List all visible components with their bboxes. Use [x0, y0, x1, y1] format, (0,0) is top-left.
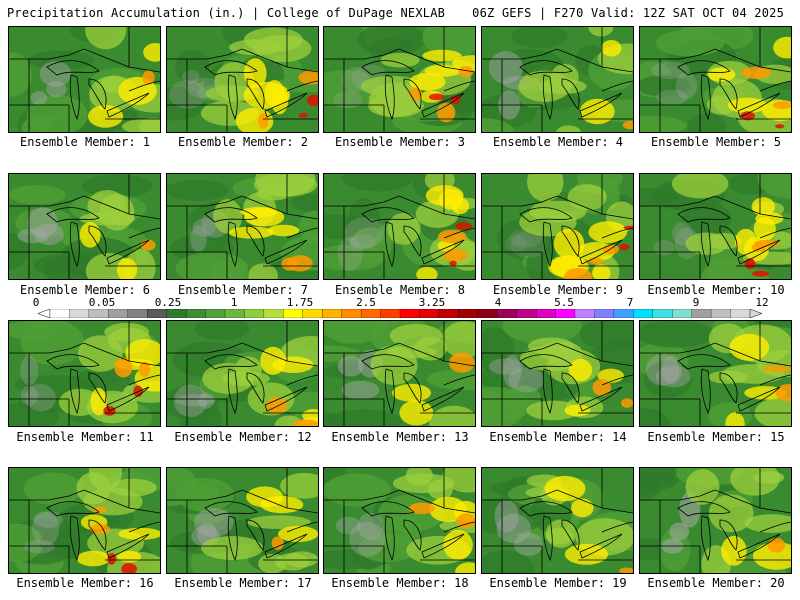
colorbar-swatch: [477, 309, 498, 318]
ensemble-map-2: [166, 26, 319, 133]
member-label-3: Ensemble Member: 3: [334, 135, 466, 149]
member-label-18: Ensemble Member: 18: [331, 576, 469, 590]
title-right: 06Z GEFS | F270 Valid: 12Z SAT OCT 04 20…: [472, 6, 784, 20]
colorbar-swatch: [380, 309, 401, 318]
member-label-9: Ensemble Member: 9: [492, 283, 624, 297]
ensemble-map-16: [8, 467, 161, 574]
colorbar-swatch: [438, 309, 459, 318]
ensemble-map-17: [166, 467, 319, 574]
ensemble-map-1: [8, 26, 161, 133]
colorbar-swatch: [69, 309, 90, 318]
member-label-4: Ensemble Member: 4: [492, 135, 624, 149]
member-label-17: Ensemble Member: 17: [174, 576, 312, 590]
colorbar-swatch: [244, 309, 265, 318]
colorbar-swatch: [322, 309, 343, 318]
colorbar-swatch: [205, 309, 226, 318]
member-label-7: Ensemble Member: 7: [177, 283, 309, 297]
colorbar-swatch: [147, 309, 168, 318]
member-label-12: Ensemble Member: 12: [174, 430, 312, 444]
colorbar-swatch: [710, 309, 732, 318]
colorbar-swatch: [166, 309, 187, 318]
member-label-5: Ensemble Member: 5: [650, 135, 782, 149]
colorbar: [38, 309, 762, 318]
member-label-13: Ensemble Member: 13: [331, 430, 469, 444]
colorbar-swatch: [263, 309, 284, 318]
colorbar-swatch: [672, 309, 693, 318]
ensemble-map-11: [8, 320, 161, 427]
colorbar-swatch: [360, 309, 382, 318]
ensemble-map-10: [639, 173, 792, 280]
colorbar-swatch: [341, 309, 362, 318]
ensemble-map-5: [639, 26, 792, 133]
ensemble-map-8: [323, 173, 476, 280]
colorbar-tick-label: 1: [230, 296, 238, 309]
colorbar-tick-label: 3.25: [418, 296, 446, 309]
colorbar-swatch: [458, 309, 479, 318]
ensemble-map-12: [166, 320, 319, 427]
colorbar-tick-label: 0.05: [88, 296, 116, 309]
colorbar-swatch: [88, 309, 109, 318]
member-label-15: Ensemble Member: 15: [647, 430, 785, 444]
colorbar-swatch: [419, 309, 440, 318]
colorbar-swatch: [302, 309, 323, 318]
ensemble-map-14: [481, 320, 634, 427]
colorbar-swatch: [185, 309, 207, 318]
colorbar-tick-label: 12: [755, 296, 769, 309]
member-label-11: Ensemble Member: 11: [16, 430, 154, 444]
ensemble-map-18: [323, 467, 476, 574]
colorbar-swatch: [49, 309, 70, 318]
colorbar-tick-label: 0: [32, 296, 40, 309]
colorbar-swatch: [652, 309, 673, 318]
ensemble-map-4: [481, 26, 634, 133]
colorbar-swatch: [633, 309, 654, 318]
colorbar-tick-label: 4: [494, 296, 502, 309]
colorbar-swatch: [613, 309, 634, 318]
colorbar-swatch: [283, 309, 304, 318]
colorbar-swatch: [535, 309, 557, 318]
colorbar-swatch: [127, 309, 148, 318]
title-left: Precipitation Accumulation (in.) | Colle…: [7, 6, 446, 20]
colorbar-swatch: [108, 309, 129, 318]
member-label-6: Ensemble Member: 6: [19, 283, 151, 297]
colorbar-tick-label: 7: [626, 296, 634, 309]
colorbar-swatch: [574, 309, 595, 318]
colorbar-swatch: [594, 309, 615, 318]
colorbar-arrow-left: [38, 309, 51, 318]
colorbar-swatch: [730, 309, 751, 318]
member-label-19: Ensemble Member: 19: [489, 576, 627, 590]
colorbar-tick-label: 0.25: [154, 296, 182, 309]
member-label-16: Ensemble Member: 16: [16, 576, 154, 590]
member-label-8: Ensemble Member: 8: [334, 283, 466, 297]
colorbar-tick-label: 5.5: [554, 296, 574, 309]
colorbar-arrow-right: [749, 309, 762, 318]
ensemble-map-6: [8, 173, 161, 280]
member-label-10: Ensemble Member: 10: [647, 283, 785, 297]
ensemble-map-9: [481, 173, 634, 280]
ensemble-map-3: [323, 26, 476, 133]
member-label-20: Ensemble Member: 20: [647, 576, 785, 590]
colorbar-swatch: [224, 309, 245, 318]
member-label-2: Ensemble Member: 2: [177, 135, 309, 149]
colorbar-swatch: [399, 309, 420, 318]
ensemble-map-19: [481, 467, 634, 574]
colorbar-swatch: [497, 309, 518, 318]
colorbar-swatch: [555, 309, 576, 318]
ensemble-map-13: [323, 320, 476, 427]
colorbar-tick-label: 1.75: [286, 296, 314, 309]
colorbar-tick-label: 9: [692, 296, 700, 309]
colorbar-swatch: [516, 309, 537, 318]
colorbar-tick-label: 2.5: [356, 296, 376, 309]
colorbar-swatch: [691, 309, 712, 318]
member-label-1: Ensemble Member: 1: [19, 135, 151, 149]
ensemble-map-7: [166, 173, 319, 280]
ensemble-map-20: [639, 467, 792, 574]
ensemble-map-15: [639, 320, 792, 427]
member-label-14: Ensemble Member: 14: [489, 430, 627, 444]
